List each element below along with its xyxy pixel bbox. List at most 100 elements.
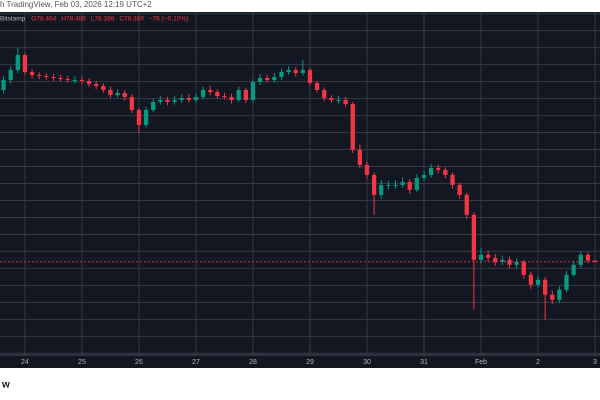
candle-body <box>286 70 291 73</box>
candle-body <box>450 174 455 185</box>
candle-body <box>22 55 28 73</box>
candle-body <box>379 184 384 195</box>
candle-body <box>279 72 284 78</box>
candle-body <box>514 261 519 265</box>
candle-body <box>58 78 63 80</box>
footer-logo: w <box>1 380 10 391</box>
legend-value: O78.464 <box>31 16 56 23</box>
candle-body <box>464 194 469 215</box>
candle-body <box>151 101 156 110</box>
candle-body <box>272 77 277 81</box>
candle-body <box>200 89 206 97</box>
chart-background <box>0 12 600 368</box>
candle-body <box>357 149 362 165</box>
x-tick-label: 29 <box>306 359 314 366</box>
candle-body <box>1 80 6 90</box>
candle-body <box>428 167 434 175</box>
candle-body <box>500 259 505 262</box>
candle-body <box>94 83 99 86</box>
candle-body <box>322 89 327 98</box>
x-tick-label: 30 <box>363 359 371 366</box>
candle-body <box>521 261 526 275</box>
legend-value: −76 (−0.10%) <box>149 16 188 23</box>
candle-body <box>364 164 370 175</box>
candle-body <box>336 99 341 101</box>
candle-body <box>407 181 412 190</box>
candle-body <box>414 177 420 190</box>
candle-body <box>457 184 462 195</box>
x-tick-label: 26 <box>135 359 143 366</box>
candle-body <box>115 92 120 95</box>
candle-body <box>108 89 113 95</box>
candle-body <box>86 81 92 84</box>
candle-body <box>172 99 177 102</box>
candle-body <box>122 92 127 97</box>
candle-body <box>44 76 49 78</box>
candle-body <box>329 97 334 100</box>
candle-body <box>129 96 134 110</box>
candle-body <box>250 82 256 100</box>
candle-body <box>222 95 227 97</box>
candle-body <box>471 214 477 260</box>
candle-body <box>15 55 20 71</box>
candle-body <box>485 254 491 258</box>
legend-value: C78.389 <box>119 16 144 23</box>
candle-body <box>585 254 591 261</box>
candle-body <box>557 289 562 300</box>
candle-body <box>343 99 348 104</box>
candle-body <box>37 75 42 77</box>
candle-body <box>265 78 270 81</box>
candle-body <box>542 279 548 295</box>
x-tick-label: 3 <box>593 359 597 366</box>
x-tick-label: 27 <box>192 359 200 366</box>
candle-body <box>165 99 170 102</box>
candle-body <box>371 174 377 195</box>
candle-body <box>51 77 56 79</box>
candle-body <box>550 294 555 300</box>
legend-value: H78.488 <box>61 16 86 23</box>
x-tick-label: 28 <box>249 359 257 366</box>
candle-body <box>215 91 220 96</box>
candle-body <box>421 174 427 178</box>
candle-body <box>535 279 541 285</box>
candle-body <box>72 80 77 82</box>
candle-body <box>136 109 142 125</box>
candle-body <box>8 70 13 81</box>
candle-body <box>208 89 213 92</box>
candle-body <box>65 79 70 81</box>
x-tick-label: Feb <box>475 359 487 366</box>
candle-body <box>179 97 184 100</box>
candle-body <box>436 167 441 170</box>
x-tick-label: 25 <box>78 359 86 366</box>
caption: h TradingView, Feb 03, 2026 12:19 UTC+2 <box>0 0 152 9</box>
candle-body <box>400 181 405 185</box>
candle-body <box>564 274 569 290</box>
x-tick-label: 31 <box>420 359 428 366</box>
legend-value: L78.388 <box>91 16 115 23</box>
candle-body <box>578 254 583 265</box>
candle-body <box>236 89 241 100</box>
candle-body <box>393 184 398 186</box>
candle-body <box>229 96 234 100</box>
candle-body <box>307 70 313 84</box>
candle-body <box>528 274 534 285</box>
candle-body <box>300 70 305 74</box>
legend: Bitstamp O78.464 H78.488 L78.388 C78.389 −76 … <box>0 16 188 23</box>
candle-body <box>571 264 576 275</box>
x-tick-label: 2 <box>536 359 540 366</box>
candle-body <box>293 70 298 74</box>
candle-body <box>478 254 484 260</box>
candle-body <box>101 85 106 90</box>
candle-body <box>443 169 448 175</box>
candle-body <box>79 80 85 82</box>
legend-symbol: Bitstamp <box>0 16 26 23</box>
candle-body <box>314 83 320 90</box>
x-tick-label: 24 <box>21 359 29 366</box>
candle-body <box>350 103 355 150</box>
candle-body <box>143 109 149 125</box>
candle-body <box>29 72 35 76</box>
candle-body <box>386 184 391 186</box>
candle-body <box>158 99 163 102</box>
